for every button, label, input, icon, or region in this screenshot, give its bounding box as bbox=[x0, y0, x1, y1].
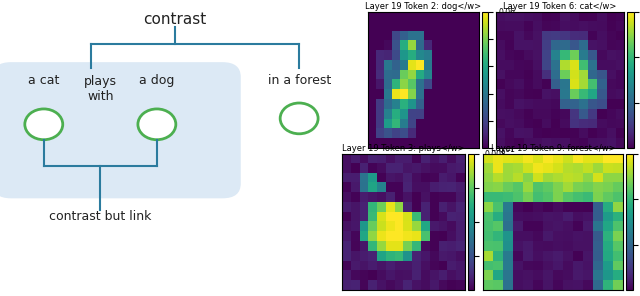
Title: Layer 19 Token 3: plays</w>: Layer 19 Token 3: plays</w> bbox=[342, 144, 465, 153]
Title: Layer 19 Token 6: cat</w>: Layer 19 Token 6: cat</w> bbox=[504, 2, 617, 11]
Circle shape bbox=[25, 109, 63, 140]
Title: Layer 19 Token 2: dog</w>: Layer 19 Token 2: dog</w> bbox=[365, 2, 481, 11]
Title: Layer 19 Token 9: forest</w>: Layer 19 Token 9: forest</w> bbox=[491, 144, 615, 153]
Text: contrast but link: contrast but link bbox=[49, 210, 152, 223]
Text: a dog: a dog bbox=[139, 74, 175, 87]
Text: a cat: a cat bbox=[28, 74, 60, 87]
Text: in a forest: in a forest bbox=[268, 74, 331, 87]
Text: plays
with: plays with bbox=[84, 75, 117, 103]
Circle shape bbox=[138, 109, 176, 140]
Text: contrast: contrast bbox=[143, 12, 207, 27]
FancyBboxPatch shape bbox=[0, 62, 241, 198]
